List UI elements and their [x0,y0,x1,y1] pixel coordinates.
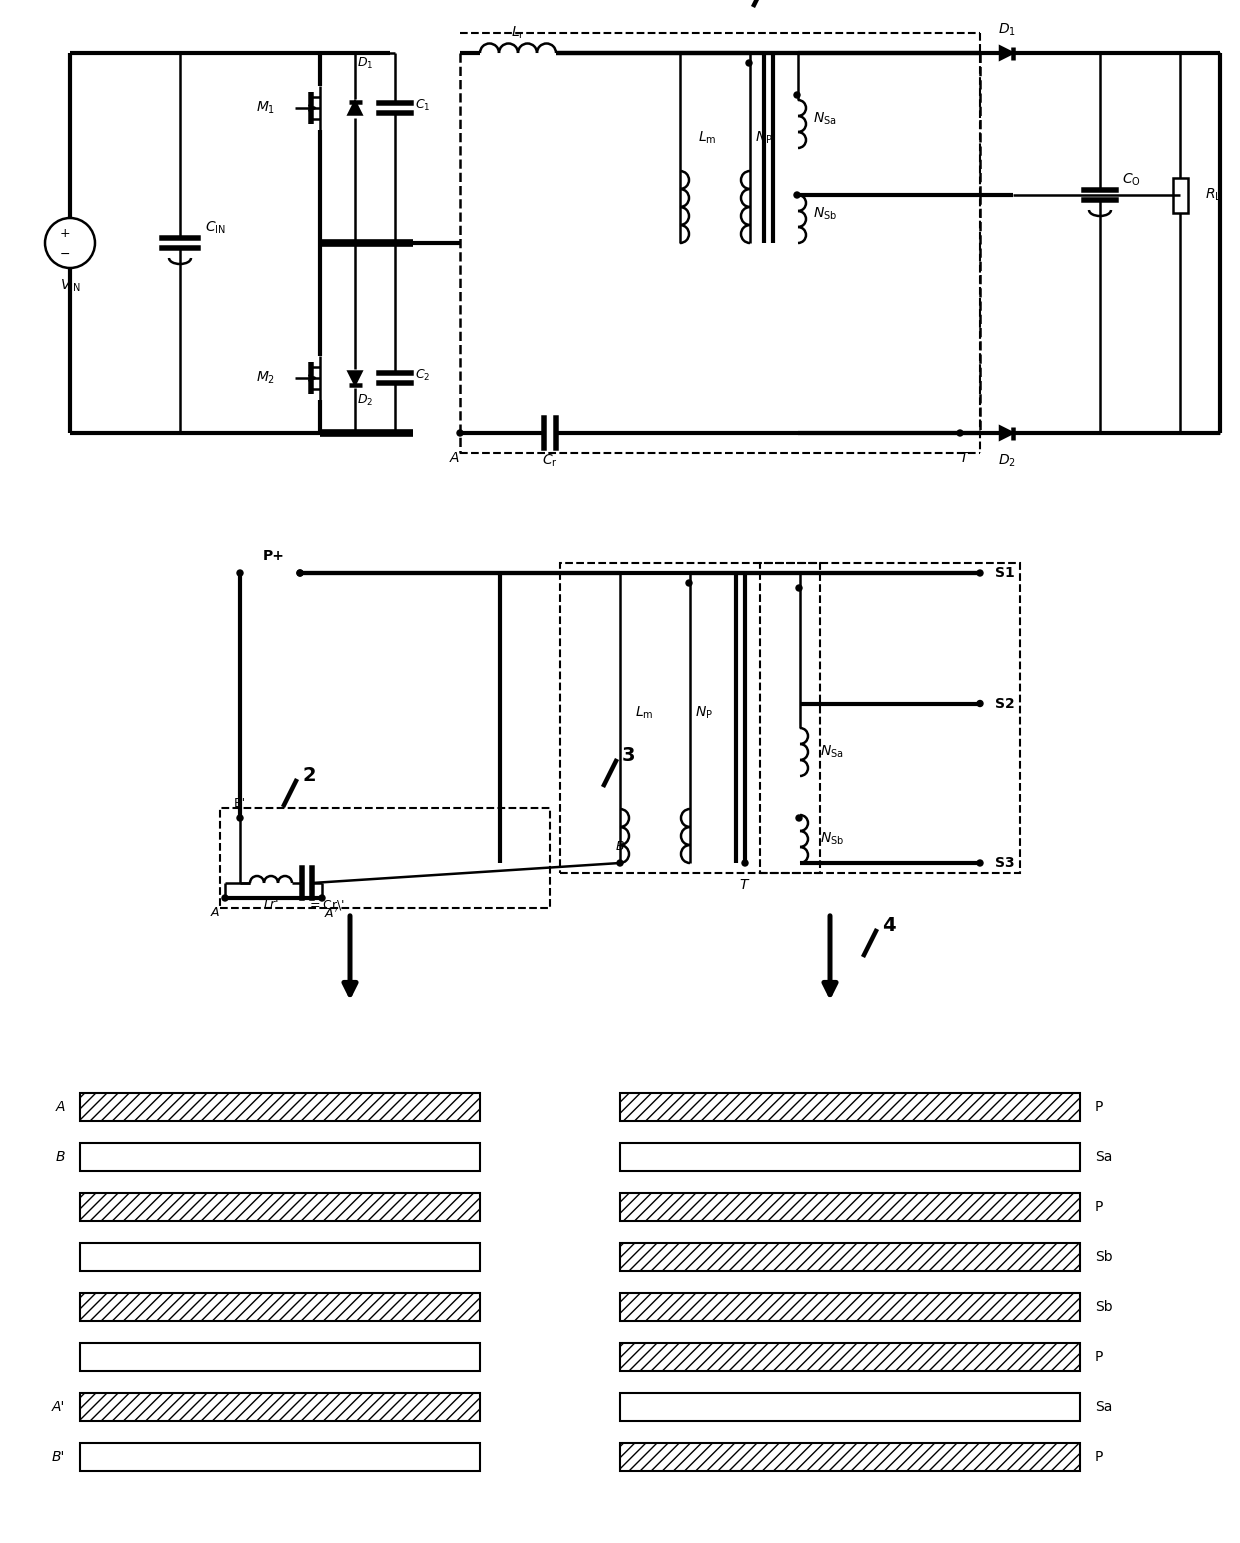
Text: $B$: $B$ [615,839,625,853]
Text: $M_2$: $M_2$ [255,370,275,386]
Text: $C_{\rm IN}$: $C_{\rm IN}$ [205,219,226,236]
Circle shape [796,585,802,591]
Text: Sb: Sb [1095,1250,1112,1264]
Text: $D_2$: $D_2$ [357,393,373,407]
Circle shape [794,191,800,198]
Text: $R_{\rm L}$: $R_{\rm L}$ [1205,187,1223,204]
Circle shape [618,859,622,866]
Text: 3: 3 [622,745,635,765]
Bar [620,1393,1080,1421]
Bar [81,1342,480,1372]
Circle shape [742,859,748,866]
Text: $C_1$: $C_1$ [415,97,430,113]
Text: Lr': Lr' [263,898,279,910]
Text: $T$: $T$ [739,878,750,892]
Text: $N_{\rm P}$: $N_{\rm P}$ [694,705,713,721]
Bar [81,1244,480,1271]
Text: A': A' [52,1400,64,1413]
Bar [620,1342,1080,1372]
Text: $T$: $T$ [960,451,971,464]
Text: $A$: $A$ [210,906,219,920]
Bar [620,1193,1080,1221]
Bar [81,1393,480,1421]
Text: S1: S1 [994,566,1014,580]
Text: $M_1$: $M_1$ [255,100,275,116]
Circle shape [746,60,751,66]
Text: $D_2$: $D_2$ [997,454,1016,469]
Circle shape [796,815,802,821]
Text: P: P [1095,1200,1104,1214]
Text: P: P [1095,1450,1104,1464]
Text: $A$: $A$ [449,451,460,464]
Bar [81,1443,480,1470]
Text: 4: 4 [882,917,895,935]
Text: S3: S3 [994,856,1014,870]
Bar [620,1143,1080,1171]
Text: $C_{\rm r}$: $C_{\rm r}$ [542,454,558,469]
Bar [560,563,820,873]
Polygon shape [999,426,1013,440]
Text: $N_{\rm P}$: $N_{\rm P}$ [755,130,773,147]
Bar [219,809,551,907]
Text: $N_{\rm Sb}$: $N_{\rm Sb}$ [813,205,837,222]
Text: $C_2$: $C_2$ [415,367,430,383]
Circle shape [237,569,243,576]
Polygon shape [999,46,1013,60]
Bar [620,1293,1080,1321]
Text: Sa: Sa [1095,1400,1112,1413]
Bar [81,1143,480,1171]
Text: P: P [1095,1350,1104,1364]
Circle shape [686,580,692,586]
Text: Sa: Sa [1095,1150,1112,1163]
Circle shape [957,430,963,437]
Bar [760,563,1021,873]
Text: P: P [1095,1100,1104,1114]
Text: +: + [60,227,71,239]
Text: $V_{\rm IN}$: $V_{\rm IN}$ [60,278,81,295]
Circle shape [977,569,983,576]
Text: $D_1$: $D_1$ [357,56,373,71]
Text: $-$: $-$ [60,247,71,259]
Text: P+: P+ [263,549,285,563]
Bar [1173,177,1188,213]
Circle shape [237,815,243,821]
Bar [620,1443,1080,1470]
Bar [81,1092,480,1122]
Polygon shape [348,372,362,384]
Text: $L_{\rm m}$: $L_{\rm m}$ [635,705,653,721]
Text: $=$Cr\': $=$Cr\' [308,898,345,912]
Text: $N_{\rm Sa}$: $N_{\rm Sa}$ [820,744,843,761]
Bar [81,1293,480,1321]
Bar [81,1193,480,1221]
Text: A: A [56,1100,64,1114]
Text: $L_{\rm m}$: $L_{\rm m}$ [698,130,717,147]
Text: $N_{\rm Sa}$: $N_{\rm Sa}$ [813,111,837,127]
Bar [620,1092,1080,1122]
Circle shape [298,569,303,576]
Text: $D_1$: $D_1$ [997,22,1016,39]
Circle shape [222,895,228,901]
Circle shape [977,701,983,707]
Text: Sb: Sb [1095,1301,1112,1315]
Text: $N_{\rm Sb}$: $N_{\rm Sb}$ [820,830,844,847]
Text: B': B' [234,798,246,810]
Text: $C_{\rm O}$: $C_{\rm O}$ [1122,171,1141,188]
Circle shape [794,93,800,99]
Text: 2: 2 [303,765,316,785]
Text: B: B [56,1150,64,1163]
Circle shape [298,569,303,576]
Text: $A'$: $A'$ [324,906,339,921]
Text: S2: S2 [994,696,1014,710]
Text: B': B' [52,1450,64,1464]
Circle shape [458,430,463,437]
Circle shape [319,895,325,901]
Text: $L_{\rm r}$: $L_{\rm r}$ [511,25,525,42]
Bar [620,1244,1080,1271]
Polygon shape [348,102,362,114]
Circle shape [977,859,983,866]
